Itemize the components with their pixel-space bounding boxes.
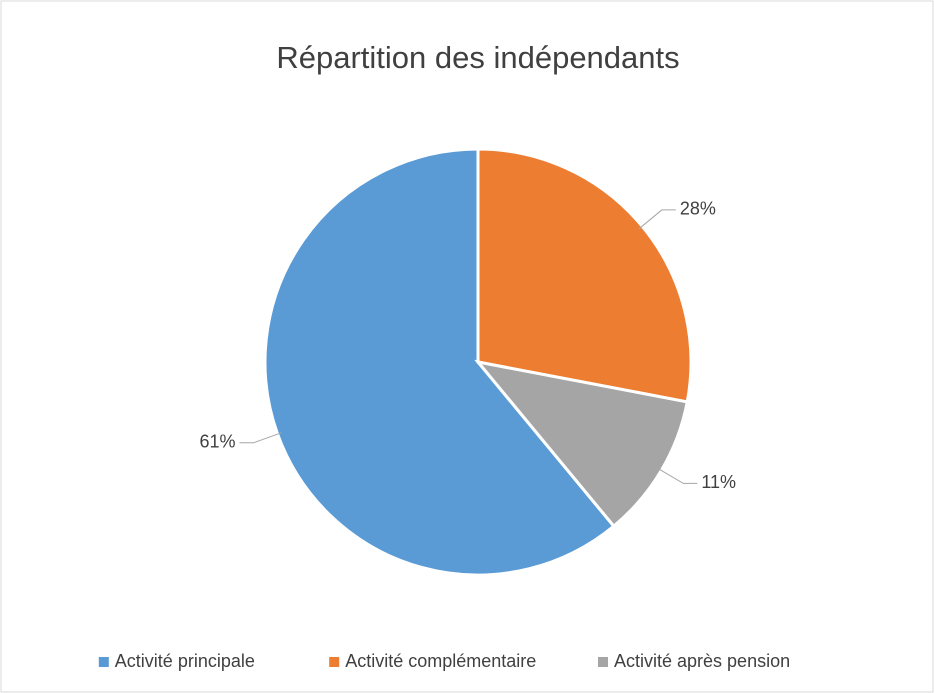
data-label: 28% [680,199,716,219]
legend-swatch [329,657,340,667]
data-label: 61% [200,432,236,452]
chart-title: Répartition des indépendants [276,40,679,75]
leader-line [638,209,676,230]
legend-swatch [98,657,109,667]
legend-label: Activité après pension [614,651,790,671]
legend-label: Activité complémentaire [345,651,536,671]
data-label: 11% [701,472,736,492]
leader-line [657,467,698,484]
legend-label: Activité principale [115,651,255,671]
leader-line [239,432,282,444]
legend-swatch [598,657,608,667]
